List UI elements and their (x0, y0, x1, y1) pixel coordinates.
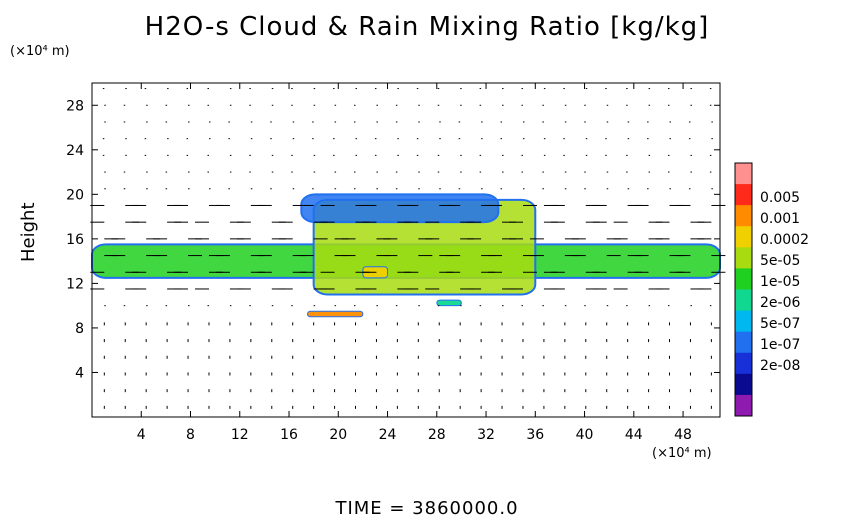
colorbar-label: 2e-08 (760, 358, 801, 375)
y-tick-label: 24 (66, 143, 84, 159)
colorbar-swatch (735, 184, 752, 206)
y-unit-label: (×10⁴ m) (10, 44, 70, 59)
x-unit-label: (×10⁴ m) (652, 446, 712, 461)
colorbar-label: 5e-05 (760, 252, 801, 269)
chart-title: H2O-s Cloud & Rain Mixing Ratio [kg/kg] (144, 12, 710, 42)
y-tick-label: 28 (66, 98, 84, 114)
x-tick-label: 8 (186, 427, 195, 443)
x-tick-label: 24 (379, 427, 397, 443)
colorbar-label: 0.0002 (760, 231, 809, 248)
colorbar-swatch (735, 268, 752, 290)
colorbar-frame (734, 162, 753, 417)
colorbar-label: 0.005 (760, 189, 801, 206)
x-tick-label: 48 (674, 427, 692, 443)
y-tick-label: 4 (75, 365, 84, 381)
x-tick-label: 36 (526, 427, 544, 443)
colorbar-label: 1e-05 (760, 273, 801, 290)
y-tick-label: 8 (75, 321, 84, 337)
time-label: TIME = 3860000.0 (335, 498, 519, 519)
x-tick-label: 16 (280, 427, 298, 443)
colorbar-swatch (735, 163, 752, 185)
colorbar-swatch (735, 352, 752, 375)
x-tick-label: 12 (231, 427, 249, 443)
x-tick-label: 4 (137, 427, 146, 443)
y-tick-label: 12 (66, 276, 84, 292)
colorbar-swatch (735, 373, 752, 396)
x-tick-label: 44 (625, 427, 643, 443)
y-tick-label: 20 (66, 187, 84, 203)
colorbar-swatch (735, 205, 752, 227)
cloud-region (306, 310, 364, 318)
plot-frame (91, 82, 721, 418)
cloud-region (436, 299, 462, 307)
colorbar-swatch (735, 310, 752, 333)
colorbar-swatch (735, 226, 752, 248)
colorbar-swatch (735, 331, 752, 354)
x-tick-label: 40 (576, 427, 594, 443)
y-tick-label: 16 (66, 232, 84, 248)
colorbar-swatch (735, 247, 752, 269)
colorbar-swatch (735, 289, 752, 312)
colorbar-label: 2e-06 (760, 295, 801, 312)
cloud-region (300, 193, 500, 224)
colorbar-label: 0.001 (760, 210, 801, 227)
x-tick-label: 32 (477, 427, 495, 443)
x-tick-label: 28 (428, 427, 446, 443)
colorbar-label: 1e-07 (760, 337, 801, 354)
colorbar-label: 5e-07 (760, 316, 801, 333)
colorbar-swatch (735, 394, 752, 417)
x-tick-label: 20 (329, 427, 347, 443)
